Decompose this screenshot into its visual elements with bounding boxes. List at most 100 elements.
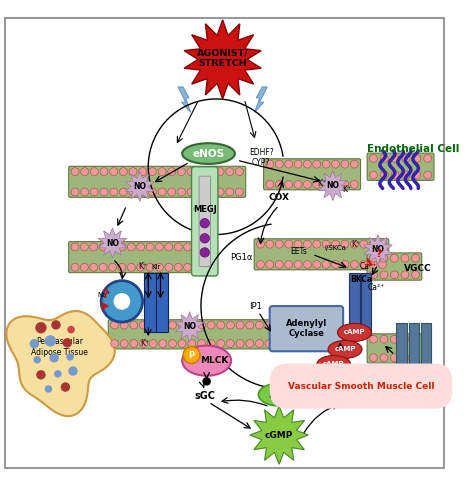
Circle shape bbox=[236, 340, 244, 347]
Circle shape bbox=[119, 188, 128, 196]
FancyBboxPatch shape bbox=[69, 242, 194, 273]
Circle shape bbox=[246, 340, 254, 347]
Circle shape bbox=[266, 180, 274, 189]
Circle shape bbox=[183, 243, 191, 251]
Circle shape bbox=[401, 354, 409, 362]
Circle shape bbox=[313, 260, 321, 268]
Circle shape bbox=[155, 243, 164, 251]
Ellipse shape bbox=[258, 383, 300, 406]
Circle shape bbox=[391, 171, 399, 179]
Text: sGC: sGC bbox=[194, 391, 215, 401]
Circle shape bbox=[188, 321, 196, 329]
Circle shape bbox=[322, 260, 330, 268]
Circle shape bbox=[169, 321, 176, 329]
Circle shape bbox=[197, 188, 205, 196]
Circle shape bbox=[313, 160, 321, 168]
Circle shape bbox=[68, 366, 78, 376]
Circle shape bbox=[198, 340, 205, 347]
Circle shape bbox=[370, 254, 377, 262]
Text: eNOS: eNOS bbox=[192, 149, 225, 158]
Text: Endothelial Cell: Endothelial Cell bbox=[367, 144, 459, 154]
Polygon shape bbox=[6, 311, 115, 416]
Text: COX: COX bbox=[269, 193, 290, 202]
Circle shape bbox=[110, 168, 118, 175]
Text: NO: NO bbox=[133, 182, 146, 191]
Circle shape bbox=[155, 263, 164, 271]
Circle shape bbox=[158, 168, 166, 175]
Circle shape bbox=[81, 168, 89, 175]
FancyBboxPatch shape bbox=[367, 253, 422, 280]
Circle shape bbox=[168, 168, 176, 175]
FancyBboxPatch shape bbox=[264, 159, 361, 190]
Circle shape bbox=[413, 171, 421, 179]
Circle shape bbox=[165, 263, 173, 271]
Circle shape bbox=[168, 188, 176, 196]
Circle shape bbox=[265, 340, 273, 347]
Circle shape bbox=[30, 339, 39, 348]
Circle shape bbox=[183, 263, 191, 271]
Circle shape bbox=[137, 243, 145, 251]
Circle shape bbox=[391, 155, 399, 162]
Circle shape bbox=[137, 263, 145, 271]
Ellipse shape bbox=[182, 143, 235, 164]
Text: Ca²⁺: Ca²⁺ bbox=[367, 283, 385, 292]
Circle shape bbox=[109, 263, 117, 271]
Circle shape bbox=[332, 240, 339, 248]
Circle shape bbox=[380, 171, 388, 179]
Circle shape bbox=[256, 260, 264, 268]
FancyBboxPatch shape bbox=[396, 323, 407, 382]
Circle shape bbox=[322, 160, 330, 168]
Circle shape bbox=[331, 160, 339, 168]
Circle shape bbox=[391, 335, 399, 343]
Circle shape bbox=[148, 188, 156, 196]
Text: Perivascular
Adipose Tissue: Perivascular Adipose Tissue bbox=[31, 336, 88, 357]
Circle shape bbox=[285, 260, 292, 268]
Circle shape bbox=[207, 168, 214, 175]
Circle shape bbox=[380, 335, 388, 343]
Circle shape bbox=[236, 321, 244, 329]
FancyBboxPatch shape bbox=[421, 323, 431, 382]
Circle shape bbox=[265, 321, 273, 329]
Text: EETs: EETs bbox=[291, 247, 307, 256]
Circle shape bbox=[370, 171, 377, 179]
Polygon shape bbox=[175, 312, 204, 342]
Circle shape bbox=[187, 168, 195, 175]
Circle shape bbox=[401, 254, 409, 262]
Text: P: P bbox=[189, 350, 195, 360]
Circle shape bbox=[303, 180, 311, 189]
Circle shape bbox=[284, 321, 292, 329]
Circle shape bbox=[401, 271, 409, 279]
Circle shape bbox=[226, 188, 234, 196]
Circle shape bbox=[303, 240, 311, 248]
Circle shape bbox=[112, 292, 131, 311]
Circle shape bbox=[63, 338, 72, 347]
Circle shape bbox=[322, 240, 330, 248]
Text: Kir: Kir bbox=[151, 263, 161, 270]
Circle shape bbox=[187, 188, 195, 196]
Circle shape bbox=[313, 180, 321, 189]
Circle shape bbox=[197, 168, 205, 175]
Circle shape bbox=[313, 240, 321, 248]
Circle shape bbox=[227, 340, 234, 347]
Circle shape bbox=[207, 340, 215, 347]
Circle shape bbox=[202, 377, 211, 385]
Circle shape bbox=[178, 321, 186, 329]
Circle shape bbox=[256, 240, 264, 248]
Circle shape bbox=[411, 354, 419, 362]
Circle shape bbox=[411, 254, 419, 262]
Ellipse shape bbox=[328, 340, 362, 358]
Text: Na⁺: Na⁺ bbox=[97, 292, 110, 298]
Circle shape bbox=[379, 260, 386, 268]
Text: cAMP: cAMP bbox=[334, 347, 356, 352]
FancyBboxPatch shape bbox=[367, 334, 422, 363]
Circle shape bbox=[207, 188, 214, 196]
FancyBboxPatch shape bbox=[254, 239, 389, 270]
Text: cGMP: cGMP bbox=[265, 431, 293, 439]
Ellipse shape bbox=[182, 346, 231, 376]
Circle shape bbox=[200, 219, 210, 228]
Circle shape bbox=[294, 180, 302, 189]
Circle shape bbox=[130, 321, 138, 329]
Circle shape bbox=[81, 243, 88, 251]
Circle shape bbox=[401, 335, 409, 343]
Text: EDHF?
CYP?: EDHF? CYP? bbox=[249, 148, 273, 167]
